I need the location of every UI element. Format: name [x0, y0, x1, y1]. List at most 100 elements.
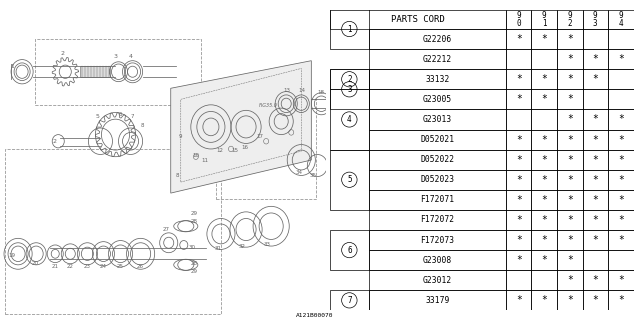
Text: 31: 31 — [215, 246, 222, 252]
Bar — [369, 190, 506, 210]
Text: 28: 28 — [191, 219, 198, 224]
Bar — [557, 10, 582, 29]
Text: 1: 1 — [347, 25, 351, 34]
Text: 2: 2 — [347, 75, 351, 84]
Text: 29: 29 — [191, 211, 198, 216]
Bar — [531, 69, 557, 89]
Bar — [330, 9, 369, 49]
Text: *: * — [593, 134, 598, 145]
Text: 12: 12 — [216, 148, 223, 153]
Bar — [506, 210, 531, 230]
Bar — [557, 69, 582, 89]
Bar — [531, 150, 557, 170]
Bar — [608, 170, 634, 190]
Bar — [506, 290, 531, 310]
Text: F172072: F172072 — [420, 215, 454, 224]
Text: *: * — [516, 235, 522, 245]
Bar — [531, 49, 557, 69]
Text: *: * — [567, 235, 573, 245]
Bar — [608, 10, 634, 29]
Bar — [506, 69, 531, 89]
Bar — [330, 89, 369, 150]
Bar — [531, 10, 557, 29]
Text: *: * — [567, 195, 573, 205]
Text: *: * — [516, 215, 522, 225]
Text: *: * — [593, 215, 598, 225]
Bar — [608, 29, 634, 49]
Text: 26: 26 — [136, 264, 143, 269]
Bar — [330, 10, 506, 29]
Bar — [608, 69, 634, 89]
Bar — [369, 109, 506, 130]
Bar — [582, 290, 608, 310]
Bar — [582, 250, 608, 270]
Text: *: * — [567, 175, 573, 185]
Text: G23005: G23005 — [423, 95, 452, 104]
Bar — [531, 250, 557, 270]
Bar — [531, 29, 557, 49]
Text: *: * — [567, 275, 573, 285]
Text: 5: 5 — [95, 114, 99, 119]
Bar — [608, 230, 634, 250]
Text: *: * — [516, 195, 522, 205]
Bar — [506, 170, 531, 190]
Bar — [582, 29, 608, 49]
Text: D052023: D052023 — [420, 175, 454, 184]
Bar — [557, 290, 582, 310]
Text: *: * — [516, 295, 522, 305]
Bar — [531, 170, 557, 190]
Text: *: * — [541, 295, 547, 305]
Bar — [369, 250, 506, 270]
Bar — [330, 290, 369, 310]
Text: 13: 13 — [284, 88, 290, 92]
Bar — [582, 230, 608, 250]
Text: *: * — [541, 155, 547, 165]
Text: G23012: G23012 — [423, 276, 452, 285]
Text: 14: 14 — [298, 88, 305, 92]
Bar — [557, 109, 582, 130]
Bar — [582, 150, 608, 170]
Bar — [557, 210, 582, 230]
Bar — [330, 230, 369, 270]
Text: *: * — [516, 155, 522, 165]
Bar — [557, 170, 582, 190]
Text: 7: 7 — [347, 296, 351, 305]
Bar — [557, 270, 582, 290]
Bar — [531, 270, 557, 290]
Text: 3: 3 — [113, 54, 118, 60]
Text: *: * — [618, 175, 624, 185]
Text: *: * — [593, 175, 598, 185]
Text: D052021: D052021 — [420, 135, 454, 144]
Text: 30: 30 — [189, 245, 196, 250]
Text: FIG35.0: FIG35.0 — [259, 103, 278, 108]
Text: 21: 21 — [51, 264, 58, 269]
Text: *: * — [593, 74, 598, 84]
Text: *: * — [618, 134, 624, 145]
Bar — [557, 250, 582, 270]
Bar — [608, 250, 634, 270]
Text: *: * — [541, 134, 547, 145]
Text: 9
1: 9 1 — [542, 11, 547, 28]
Bar — [608, 49, 634, 69]
Text: *: * — [541, 215, 547, 225]
Text: 28: 28 — [191, 261, 198, 266]
Text: G22206: G22206 — [423, 35, 452, 44]
Text: *: * — [541, 255, 547, 265]
Text: G22212: G22212 — [423, 55, 452, 64]
Text: *: * — [541, 34, 547, 44]
Text: *: * — [567, 295, 573, 305]
Bar — [369, 29, 506, 49]
Bar — [369, 89, 506, 109]
Bar — [557, 230, 582, 250]
Text: 15: 15 — [231, 148, 238, 153]
Text: *: * — [593, 235, 598, 245]
Bar — [608, 89, 634, 109]
Text: *: * — [593, 295, 598, 305]
Text: *: * — [618, 235, 624, 245]
Bar — [557, 190, 582, 210]
Text: *: * — [567, 115, 573, 124]
Bar — [81, 66, 111, 77]
Text: 3: 3 — [347, 85, 351, 94]
Bar — [582, 170, 608, 190]
Text: 9
4: 9 4 — [618, 11, 623, 28]
